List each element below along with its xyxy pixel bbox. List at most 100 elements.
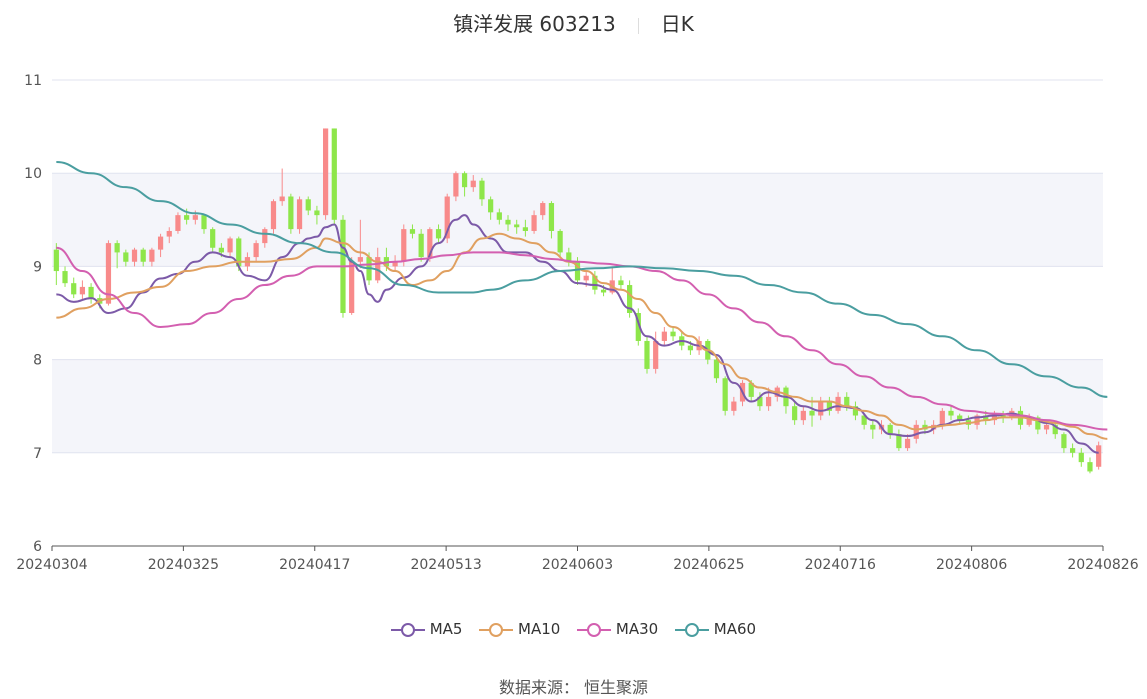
candle-body xyxy=(974,415,980,425)
grid-band xyxy=(52,359,1103,453)
candle-body xyxy=(583,275,589,281)
legend: MA5 MA10 MA30 MA60 xyxy=(0,620,1147,638)
candle-body xyxy=(218,247,224,253)
candle-body xyxy=(253,243,259,258)
candle-body xyxy=(844,396,850,407)
candle-body xyxy=(392,261,398,267)
candle-body xyxy=(1026,417,1032,425)
candle-body xyxy=(236,238,242,267)
stock-title: 镇洋发展 603213 xyxy=(453,12,616,36)
candle-body xyxy=(1043,424,1050,430)
candle-body xyxy=(357,257,363,262)
candle-body xyxy=(644,340,650,369)
candle-body xyxy=(592,275,598,290)
candle-body xyxy=(600,289,607,293)
candle-body xyxy=(314,210,320,216)
candle-body xyxy=(1078,452,1084,463)
candle-body xyxy=(184,215,190,220)
candle-body xyxy=(765,396,772,407)
ma10-legend-icon xyxy=(479,622,514,637)
candle-body xyxy=(991,413,998,421)
candle-body xyxy=(53,249,59,272)
candle-body xyxy=(296,199,303,230)
candle-body xyxy=(409,229,416,234)
candle-body xyxy=(331,128,337,220)
candle-body xyxy=(279,196,285,202)
ma60-line xyxy=(56,161,1108,398)
candle-body xyxy=(939,410,945,425)
grid-band xyxy=(52,173,1103,267)
candle-body xyxy=(687,345,694,351)
candle-body xyxy=(522,227,528,231)
candle-body xyxy=(157,236,164,250)
candle-body xyxy=(1087,462,1093,472)
x-tick-label: 20240826 xyxy=(1067,557,1138,573)
candle-body xyxy=(496,212,502,220)
candle-body xyxy=(661,331,667,341)
x-tick-label: 20240325 xyxy=(148,557,219,573)
chart-title: 镇洋发展 603213 日K xyxy=(0,8,1147,37)
candle-body xyxy=(140,249,146,262)
legend-label: MA10 xyxy=(518,620,561,638)
candle-body xyxy=(913,424,919,439)
candle-body xyxy=(505,219,511,225)
candle-body xyxy=(349,261,355,313)
x-tick-label: 20240417 xyxy=(279,557,350,573)
candle-body xyxy=(557,230,563,253)
x-tick-label: 20240625 xyxy=(673,557,744,573)
x-tick-label: 20240806 xyxy=(936,557,1007,573)
legend-ma10[interactable]: MA10 xyxy=(479,620,560,638)
candle-body xyxy=(288,196,294,230)
ma30-legend-icon xyxy=(577,622,612,637)
legend-ma60[interactable]: MA60 xyxy=(674,620,756,638)
candle-body xyxy=(548,203,555,231)
candle-body xyxy=(852,406,859,416)
ma5-line xyxy=(56,214,1099,454)
candle-body xyxy=(166,230,172,237)
candle-body xyxy=(1096,445,1102,467)
candle-body xyxy=(192,215,198,220)
legend-ma30[interactable]: MA30 xyxy=(577,620,658,638)
candle-body xyxy=(653,340,659,369)
candle-body xyxy=(670,331,676,337)
candle-body xyxy=(514,224,520,228)
candle-body xyxy=(201,215,207,230)
candle-body xyxy=(870,424,876,430)
y-tick-label: 9 xyxy=(33,259,42,275)
y-tick-label: 11 xyxy=(24,73,42,89)
candle-body xyxy=(149,249,155,262)
candle-body xyxy=(1061,434,1067,449)
candle-body xyxy=(800,410,806,421)
candle-body xyxy=(453,173,459,197)
candle-body xyxy=(270,201,277,230)
candle-body xyxy=(114,243,120,253)
ma5-legend-icon xyxy=(390,622,425,637)
candle-body xyxy=(574,261,581,281)
candle-body xyxy=(375,257,381,281)
candle-body xyxy=(948,410,954,416)
candle-body xyxy=(1035,417,1041,430)
legend-ma5[interactable]: MA5 xyxy=(390,620,462,638)
candle-body xyxy=(1052,424,1058,435)
x-tick-label: 20240716 xyxy=(805,557,876,573)
candle-body xyxy=(479,180,485,200)
candle-body xyxy=(531,215,537,231)
candle-body xyxy=(210,229,216,248)
candle-body xyxy=(748,382,754,397)
candle-body xyxy=(809,410,815,416)
candle-body xyxy=(826,401,832,411)
x-tick-label: 20240513 xyxy=(410,557,481,573)
candle-body xyxy=(105,243,112,304)
data-source: 数据来源： 恒生聚源 xyxy=(498,678,649,697)
ma60-legend-icon xyxy=(674,622,709,637)
candle-body xyxy=(227,238,233,253)
x-tick-label: 20240603 xyxy=(542,557,613,573)
candle-body xyxy=(323,128,329,216)
candle-body xyxy=(401,229,407,262)
candle-body xyxy=(62,271,68,284)
candle-body xyxy=(792,406,798,421)
candle-body xyxy=(488,199,494,213)
candle-body xyxy=(566,252,572,262)
candle-body xyxy=(896,434,902,449)
candle-body xyxy=(722,378,728,411)
